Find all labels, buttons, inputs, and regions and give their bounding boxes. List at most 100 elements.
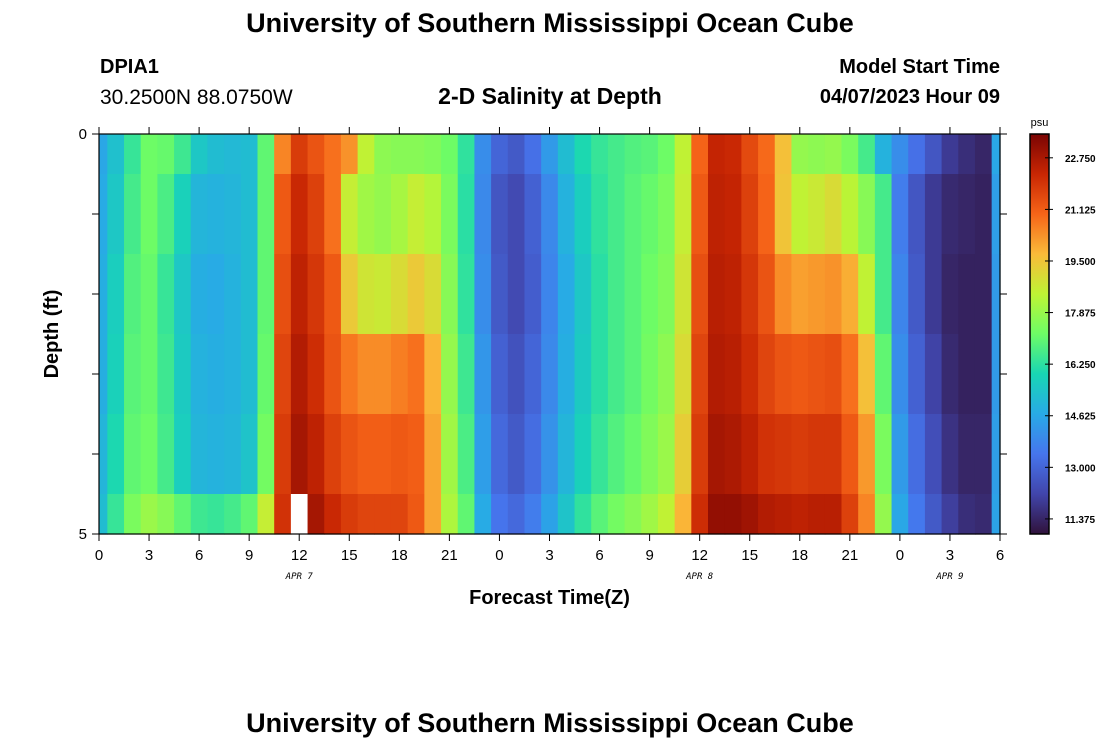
- heatmap-cell: [574, 414, 592, 495]
- heatmap-cell: [207, 134, 225, 175]
- heatmap-cell: [124, 494, 142, 535]
- heatmap-cell: [791, 334, 809, 415]
- heatmap-cell: [674, 414, 692, 495]
- heatmap-cell: [924, 254, 943, 335]
- heatmap-cell: [374, 254, 392, 335]
- heatmap-cell: [390, 174, 409, 255]
- x-tick-label: 3: [145, 547, 153, 564]
- heatmap-cell: [207, 254, 225, 335]
- heatmap-cell: [374, 414, 392, 495]
- heatmap-cell: [240, 414, 259, 495]
- heatmap-cell: [874, 174, 893, 255]
- heatmap-cell: [340, 134, 359, 175]
- heatmap-cell: [824, 134, 843, 175]
- heatmap-cell: [691, 414, 709, 495]
- heatmap-cell: [691, 174, 709, 255]
- heatmap-cell: [724, 174, 742, 255]
- heatmap-cell: [541, 174, 559, 255]
- heatmap-cell: [774, 254, 793, 335]
- heatmap-cell: [474, 334, 492, 415]
- heatmap-cell: [641, 414, 659, 495]
- x-tick-label: 6: [595, 547, 603, 564]
- colorbar-unit: psu: [1031, 117, 1049, 129]
- heatmap-cell: [107, 494, 125, 535]
- heatmap-cell: [891, 494, 909, 535]
- heatmap-cell: [691, 254, 709, 335]
- heatmap-cell: [557, 254, 576, 335]
- heatmap-cell: [607, 414, 626, 495]
- heatmap-cell: [290, 414, 309, 495]
- heatmap-cell: [357, 174, 375, 255]
- heatmap-cell: [891, 254, 909, 335]
- heatmap-cell: [357, 494, 375, 535]
- heatmap-cell: [190, 494, 209, 535]
- heatmap-cell: [357, 334, 375, 415]
- heatmap-cell: [657, 414, 676, 495]
- heatmap-cell: [741, 414, 759, 495]
- heatmap-cell: [641, 254, 659, 335]
- heatmap-cell: [958, 494, 976, 535]
- heatmap-cell: [908, 134, 926, 175]
- x-tick-label: 12: [691, 547, 708, 564]
- heatmap-cell: [457, 494, 476, 535]
- heatmap-cell: [674, 254, 692, 335]
- heatmap-cell: [190, 174, 209, 255]
- heatmap-cell: [991, 334, 1001, 415]
- heatmap-cell: [307, 334, 325, 415]
- heatmap-cell: [808, 334, 826, 415]
- heatmap-cell: [474, 174, 492, 255]
- heatmap-cell: [674, 494, 692, 535]
- heatmap-cell: [657, 494, 676, 535]
- heatmap-cell: [774, 414, 793, 495]
- heatmap-cell: [974, 414, 993, 495]
- heatmap-cell: [858, 254, 876, 335]
- heatmap-cell: [591, 174, 609, 255]
- heatmap-cell: [908, 174, 926, 255]
- heatmap-cell: [140, 254, 158, 335]
- heatmap-cell: [424, 334, 442, 415]
- heatmap-cell: [140, 494, 158, 535]
- heatmap-cell: [124, 254, 142, 335]
- x-tick-label: 9: [245, 547, 253, 564]
- heatmap-cell: [424, 174, 442, 255]
- heatmap-cell: [741, 334, 759, 415]
- heatmap-cell: [157, 414, 175, 495]
- heatmap-cell: [374, 334, 392, 415]
- heatmap-cell: [524, 494, 542, 535]
- heatmap-cell: [941, 174, 959, 255]
- heatmap-cell: [491, 134, 509, 175]
- heatmap-cell: [407, 174, 425, 255]
- heatmap-cell: [791, 174, 809, 255]
- heatmap-cell: [157, 254, 175, 335]
- heatmap-cell: [441, 334, 459, 415]
- heatmap-cell: [991, 174, 1001, 255]
- heatmap-cell: [991, 254, 1001, 335]
- heatmap-cell: [541, 254, 559, 335]
- heatmap-cell: [357, 134, 375, 175]
- heatmap-cell: [657, 134, 676, 175]
- heatmap-cell: [99, 254, 108, 335]
- heatmap-cell: [190, 334, 209, 415]
- heatmap-cell: [407, 254, 425, 335]
- heatmap-cell: [524, 414, 542, 495]
- heatmap-cell: [591, 414, 609, 495]
- heatmap-cell: [958, 414, 976, 495]
- model-start-value: 04/07/2023 Hour 09: [819, 86, 1000, 108]
- heatmap-cell: [758, 174, 776, 255]
- heatmap-cell: [174, 174, 192, 255]
- heatmap-cell: [741, 494, 759, 535]
- page-title: University of Southern Mississippi Ocean…: [246, 8, 854, 38]
- heatmap-cell: [808, 494, 826, 535]
- heatmap-cell: [457, 334, 476, 415]
- heatmap-cell: [974, 174, 993, 255]
- heatmap-cell: [207, 174, 225, 255]
- heatmap-cell: [774, 494, 793, 535]
- heatmap-cell: [491, 254, 509, 335]
- heatmap-cell: [224, 414, 242, 495]
- heatmap-cell: [507, 134, 526, 175]
- heatmap-cell: [908, 414, 926, 495]
- heatmap-cell: [991, 494, 1001, 535]
- heatmap-cell: [407, 494, 425, 535]
- heatmap-cell: [441, 174, 459, 255]
- heatmap-cell: [207, 494, 225, 535]
